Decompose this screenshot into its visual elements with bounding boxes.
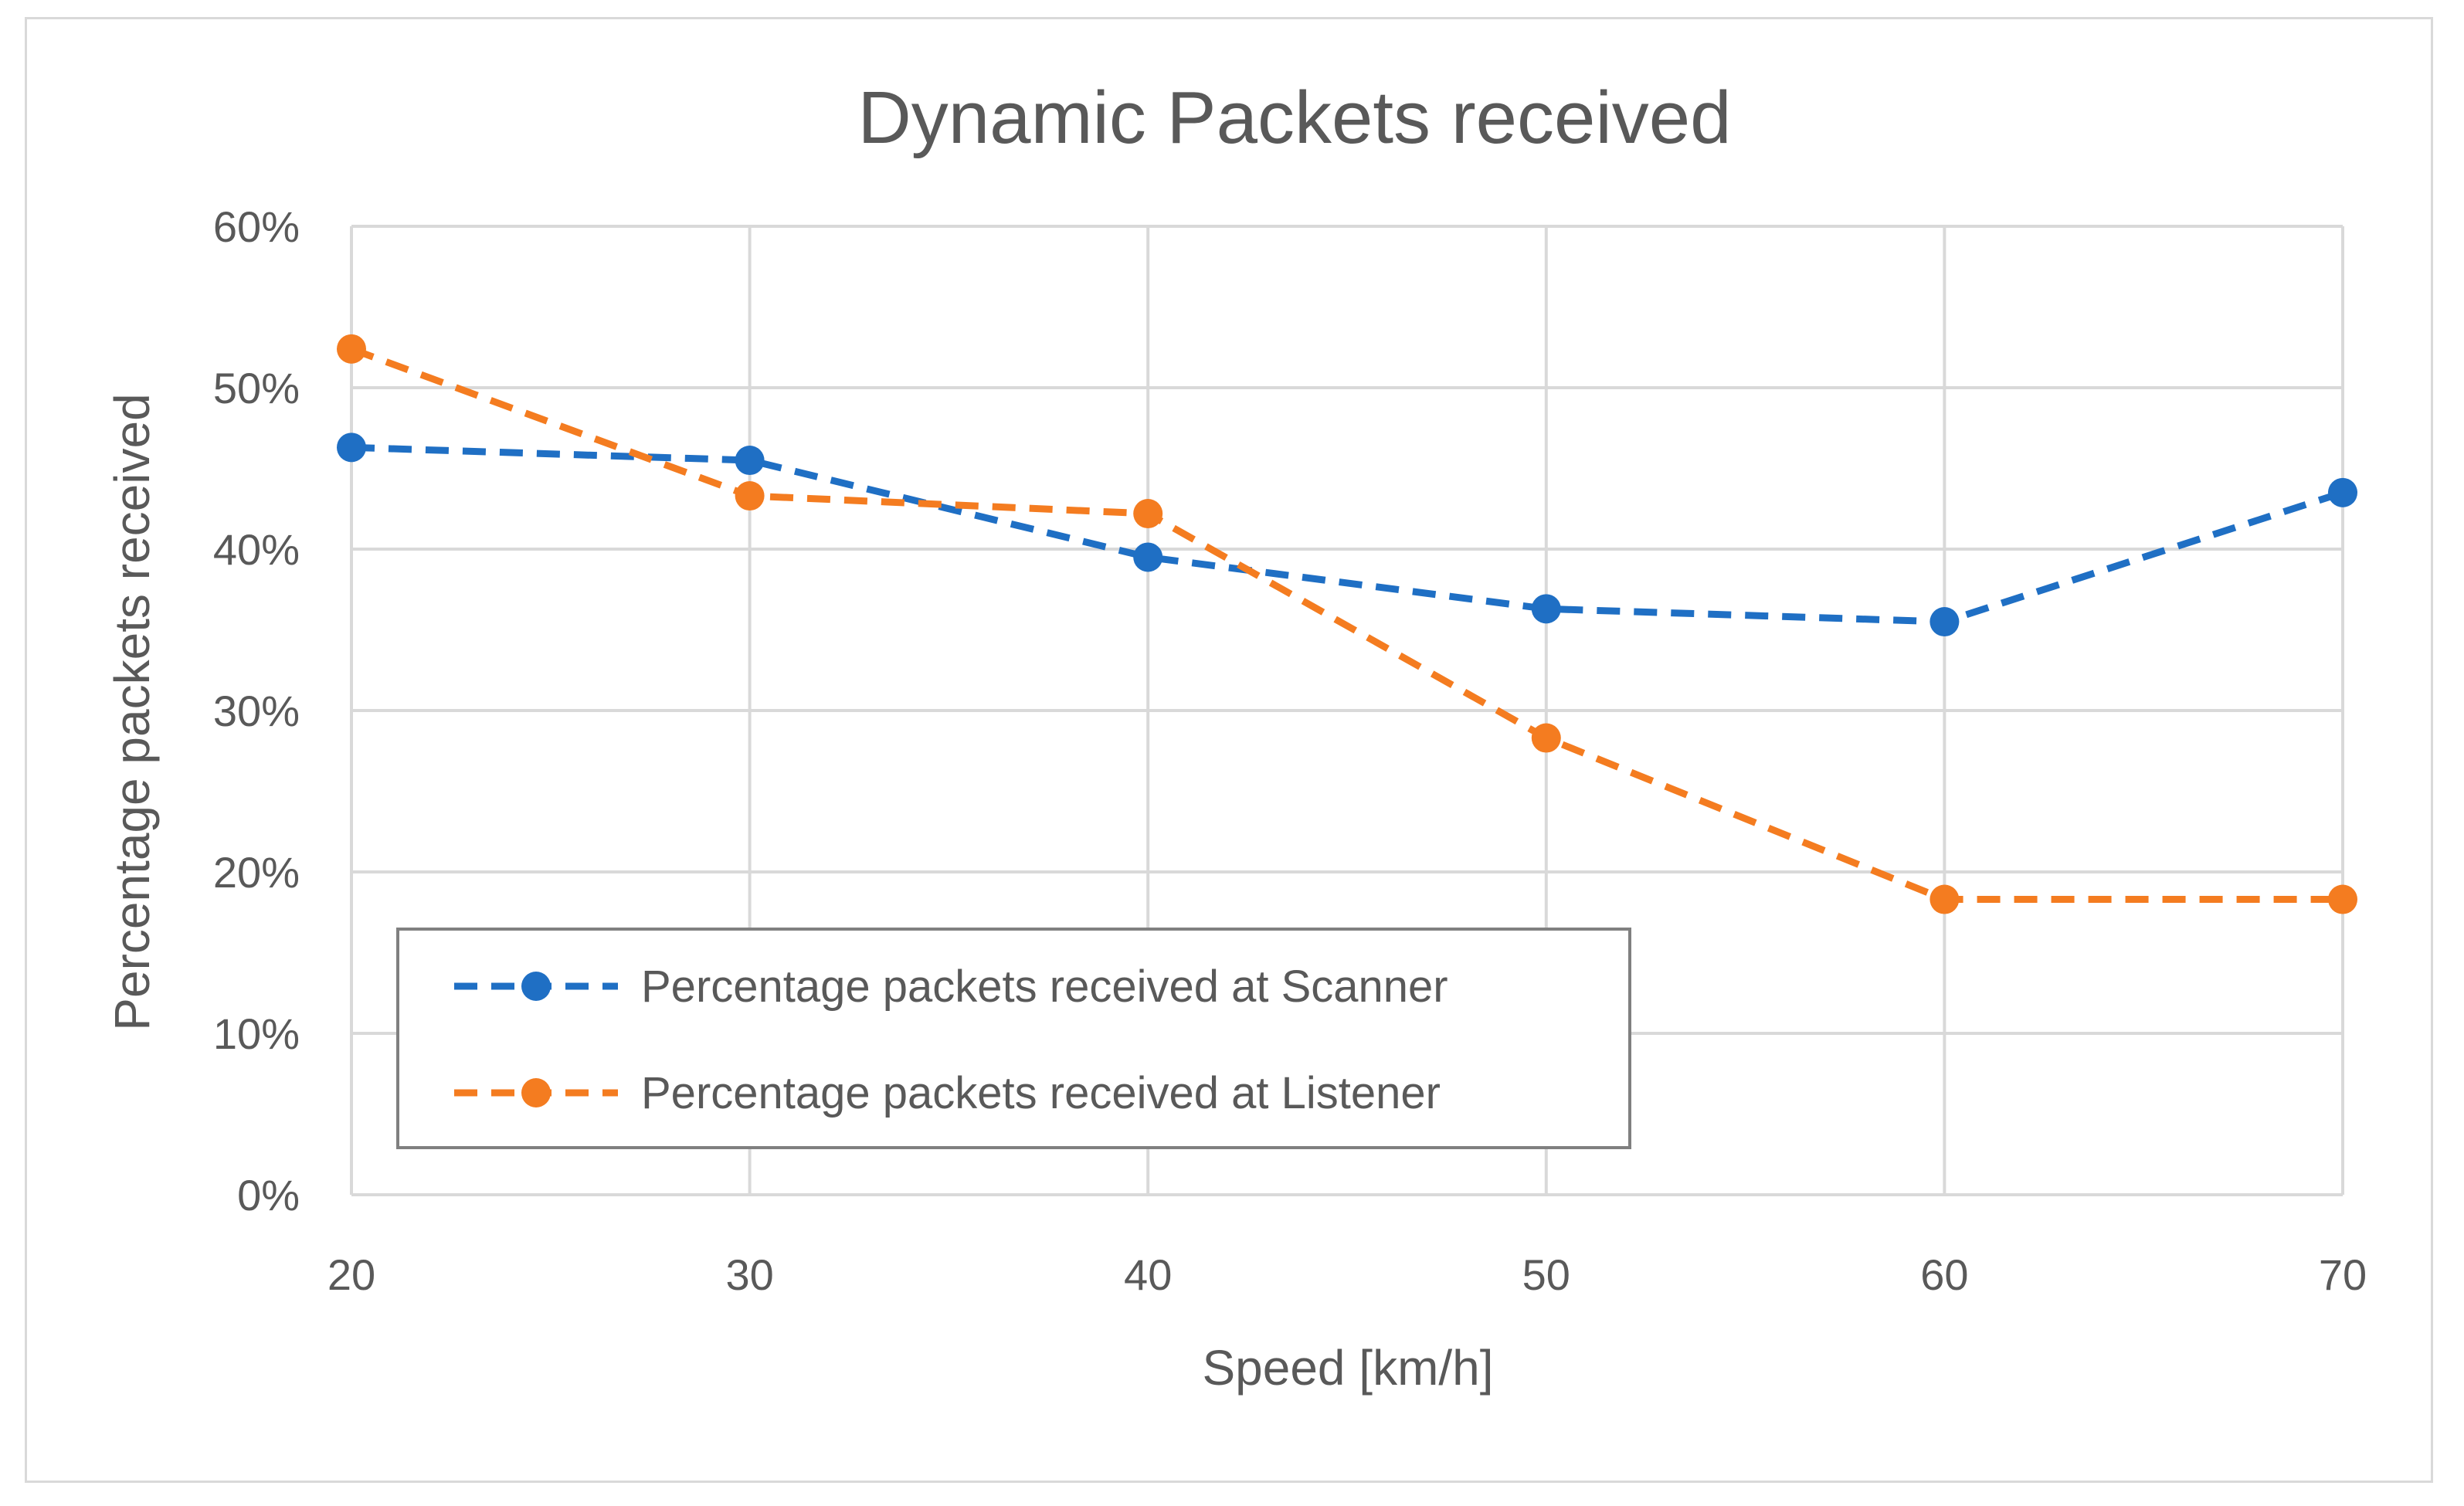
series-line xyxy=(350,345,2343,904)
data-point xyxy=(2328,477,2357,507)
x-axis-title: Speed [km/h] xyxy=(1202,1340,1493,1396)
y-axis-ticks: 0% 10% 20% 30% 40% 50% 60% xyxy=(213,202,300,1219)
legend-box xyxy=(396,928,1631,1149)
x-tick-label: 30 xyxy=(725,1250,773,1299)
data-point xyxy=(1929,884,1960,914)
data-point xyxy=(337,334,366,364)
data-point xyxy=(1929,607,1960,637)
y-axis-title: Percentage packets received xyxy=(104,393,160,1030)
legend-marker xyxy=(521,972,551,1001)
legend: Percentage packets received at Scanner Pe… xyxy=(396,928,1631,1149)
legend-items: Percentage packets received at Scanner Pe… xyxy=(454,962,1448,1118)
x-tick-label: 40 xyxy=(1124,1250,1172,1299)
series-line xyxy=(351,443,2344,626)
y-tick-label: 20% xyxy=(213,848,300,897)
legend-marker xyxy=(521,1078,551,1107)
x-tick-label: 70 xyxy=(2319,1250,2367,1299)
y-tick-label: 60% xyxy=(213,202,300,251)
data-point xyxy=(735,446,765,476)
chart-frame xyxy=(25,17,2433,1483)
x-axis-ticks: 20 30 40 50 60 70 xyxy=(328,1250,2367,1299)
data-point xyxy=(1133,499,1163,529)
legend-label: Percentage packets received at Listener xyxy=(641,1068,1441,1118)
data-point xyxy=(735,481,765,511)
data-point xyxy=(1531,723,1561,753)
data-point xyxy=(2328,884,2357,914)
series-layer xyxy=(337,334,2357,914)
y-tick-label: 0% xyxy=(237,1171,300,1219)
data-point xyxy=(337,432,366,463)
x-tick-label: 50 xyxy=(1522,1250,1570,1299)
x-tick-label: 20 xyxy=(328,1250,375,1299)
y-tick-label: 40% xyxy=(213,525,300,574)
y-tick-label: 50% xyxy=(213,364,300,412)
series-listener xyxy=(337,334,2357,914)
data-point xyxy=(1531,594,1561,624)
x-tick-label: 60 xyxy=(1920,1250,1968,1299)
series-scanner xyxy=(337,432,2357,637)
data-point xyxy=(1133,542,1163,572)
legend-label: Percentage packets received at Scanner xyxy=(641,962,1448,1012)
chart-title: Dynamic Packets received xyxy=(857,76,1731,159)
y-tick-label: 10% xyxy=(213,1009,300,1058)
y-tick-label: 30% xyxy=(213,687,300,735)
